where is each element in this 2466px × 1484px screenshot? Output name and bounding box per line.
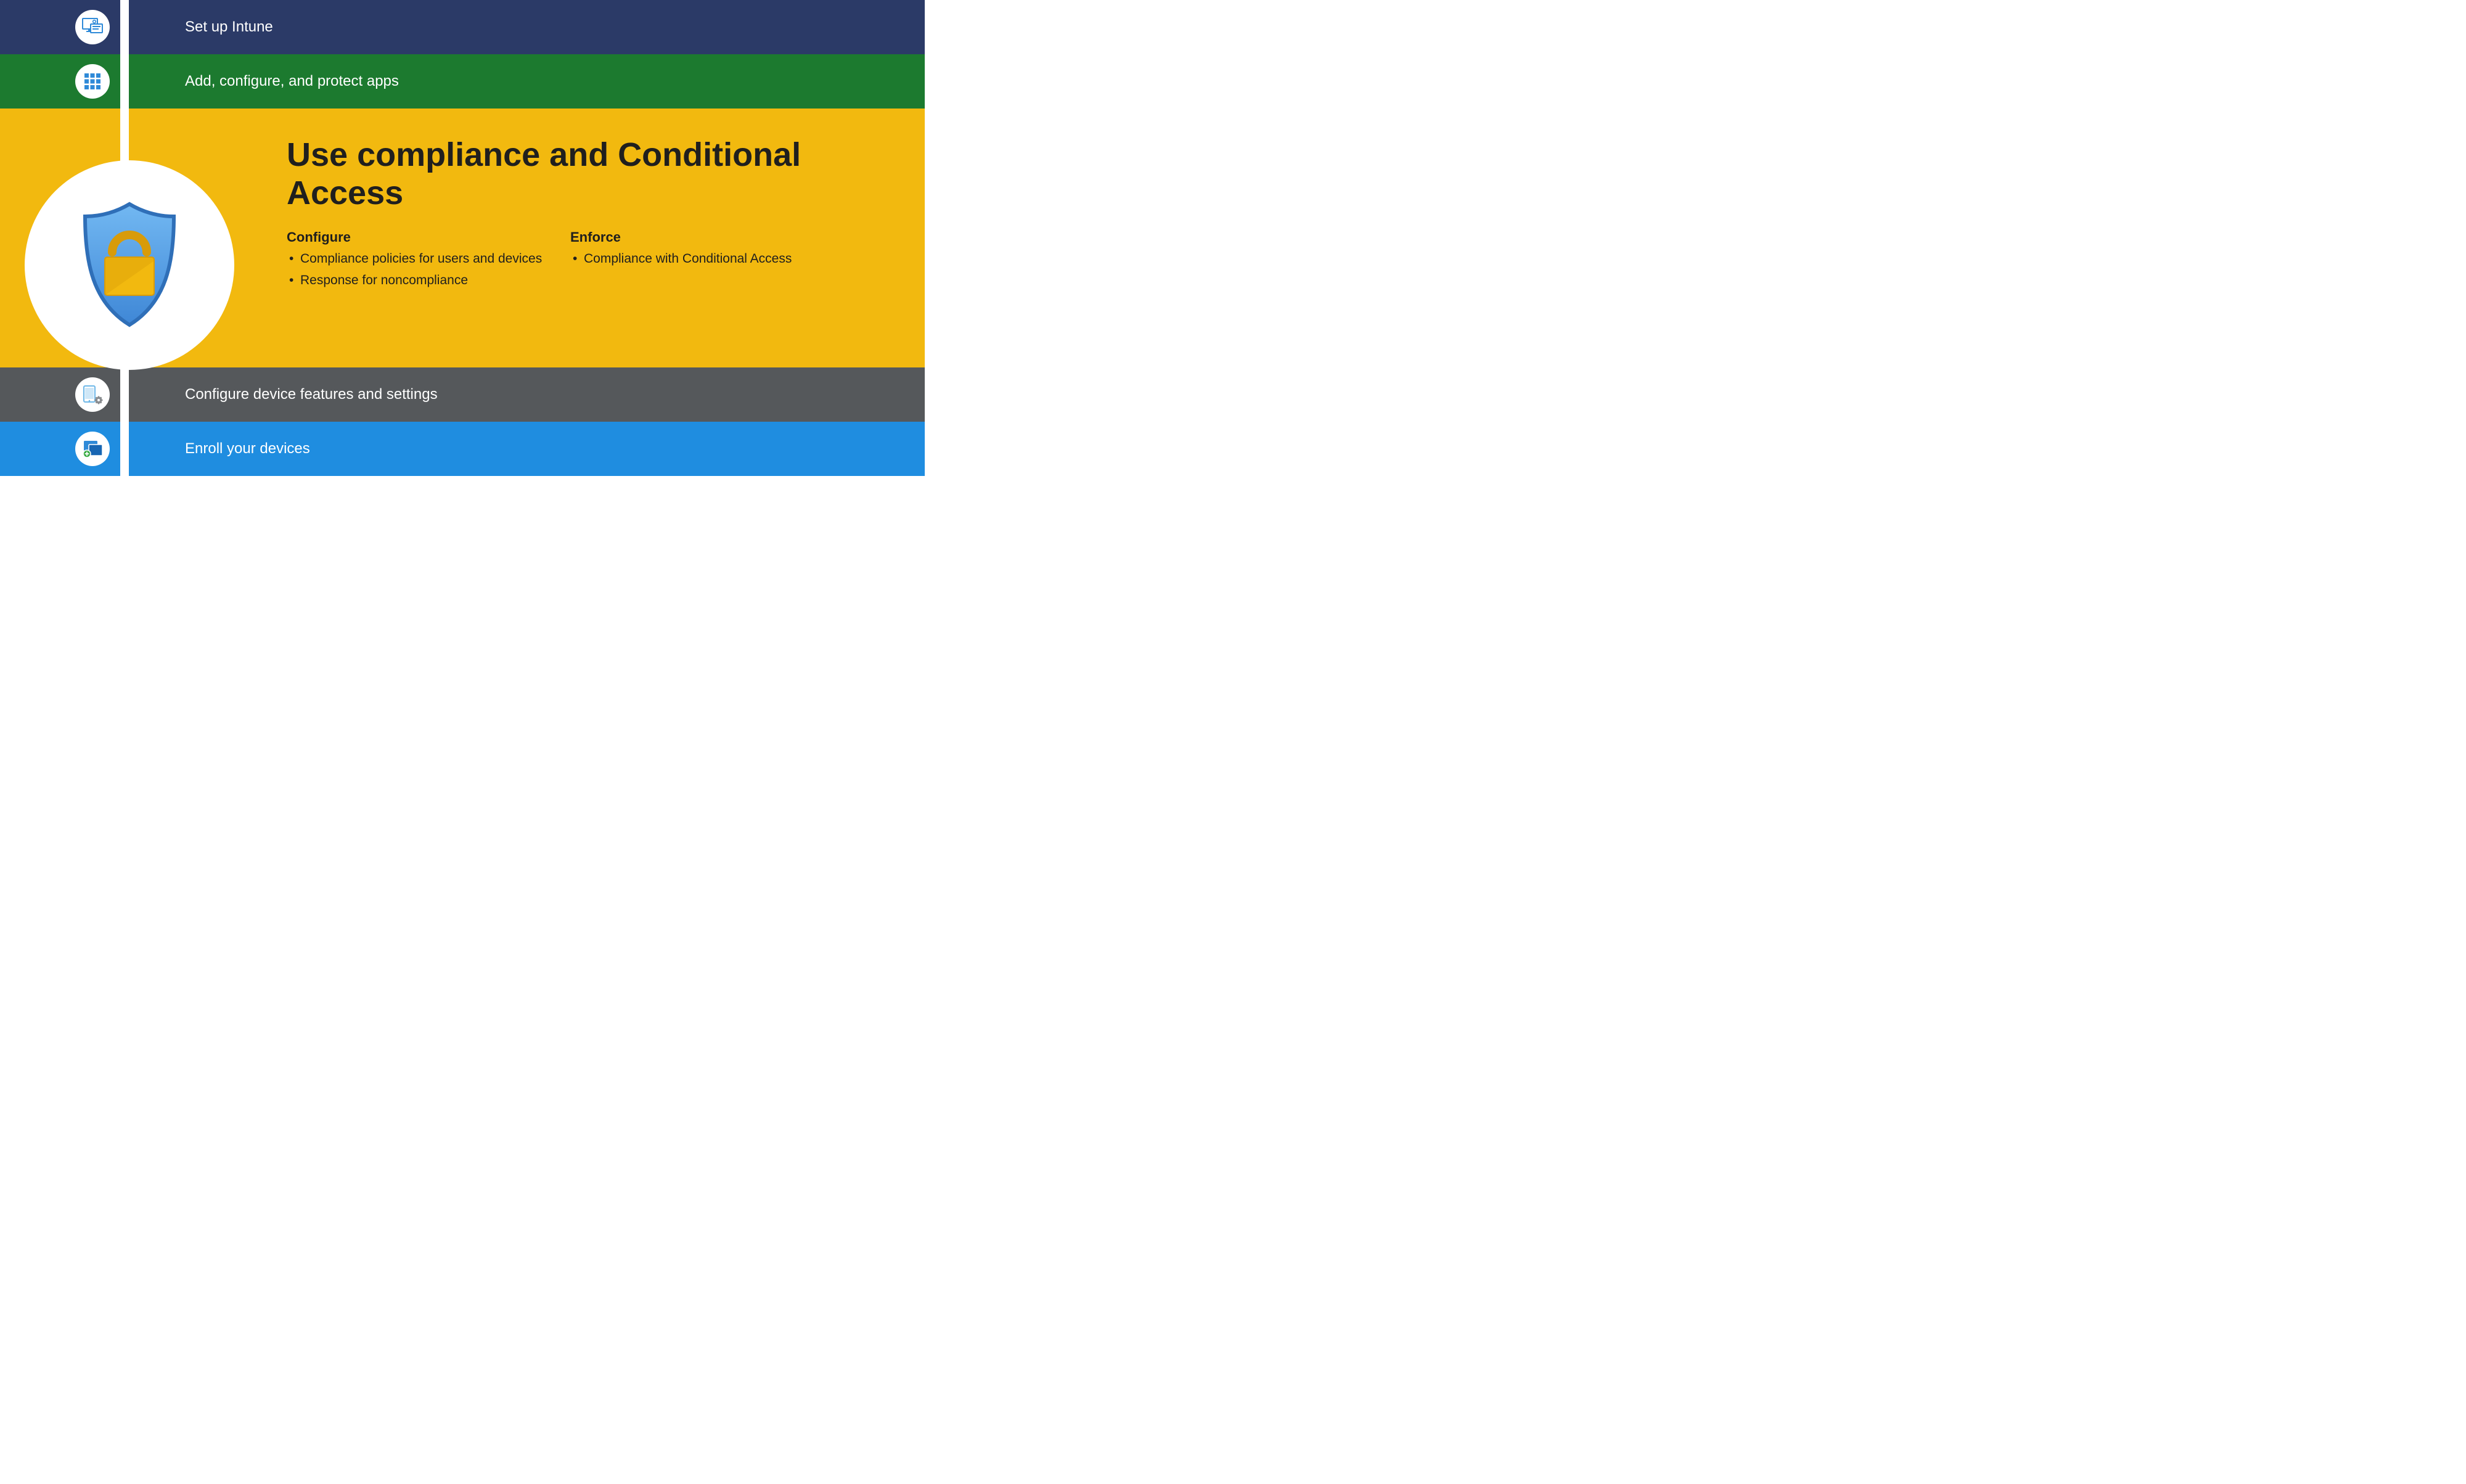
row-setup: Set up Intune bbox=[0, 0, 925, 54]
icon-circle-apps bbox=[75, 64, 110, 99]
column-configure-heading: Configure bbox=[287, 229, 546, 245]
row-device-config-label: Configure device features and settings bbox=[185, 386, 925, 403]
row-enroll: Enroll your devices bbox=[0, 422, 925, 476]
row-compliance: Use compliance and Conditional Access Co… bbox=[0, 109, 925, 367]
monitor-icon bbox=[82, 18, 103, 36]
compliance-title: Use compliance and Conditional Access bbox=[185, 136, 925, 212]
enforce-item-1: Compliance with Conditional Access bbox=[570, 250, 829, 268]
compliance-columns: Configure Compliance policies for users … bbox=[185, 229, 925, 293]
row-apps: Add, configure, and protect apps bbox=[0, 54, 925, 109]
row-apps-label: Add, configure, and protect apps bbox=[185, 73, 925, 90]
configure-item-2: Response for noncompliance bbox=[287, 272, 546, 289]
devices-plus-icon bbox=[81, 440, 104, 458]
apps-grid-icon bbox=[84, 73, 101, 90]
row-enroll-label: Enroll your devices bbox=[185, 440, 925, 457]
icon-circle-device-config bbox=[75, 377, 110, 412]
column-enforce: Enforce Compliance with Conditional Acce… bbox=[570, 229, 829, 293]
tablet-gear-icon bbox=[82, 385, 103, 404]
column-configure: Configure Compliance policies for users … bbox=[287, 229, 546, 293]
row-device-config: Configure device features and settings bbox=[0, 367, 925, 422]
shield-lock-icon bbox=[74, 200, 185, 330]
configure-item-1: Compliance policies for users and device… bbox=[287, 250, 546, 268]
icon-circle-enroll bbox=[75, 432, 110, 466]
column-enforce-heading: Enforce bbox=[570, 229, 829, 245]
icon-circle-setup bbox=[75, 10, 110, 44]
row-setup-label: Set up Intune bbox=[185, 18, 925, 36]
icon-circle-compliance bbox=[25, 160, 234, 370]
infographic-container: Set up Intune Add, configure, and protec… bbox=[0, 0, 925, 476]
